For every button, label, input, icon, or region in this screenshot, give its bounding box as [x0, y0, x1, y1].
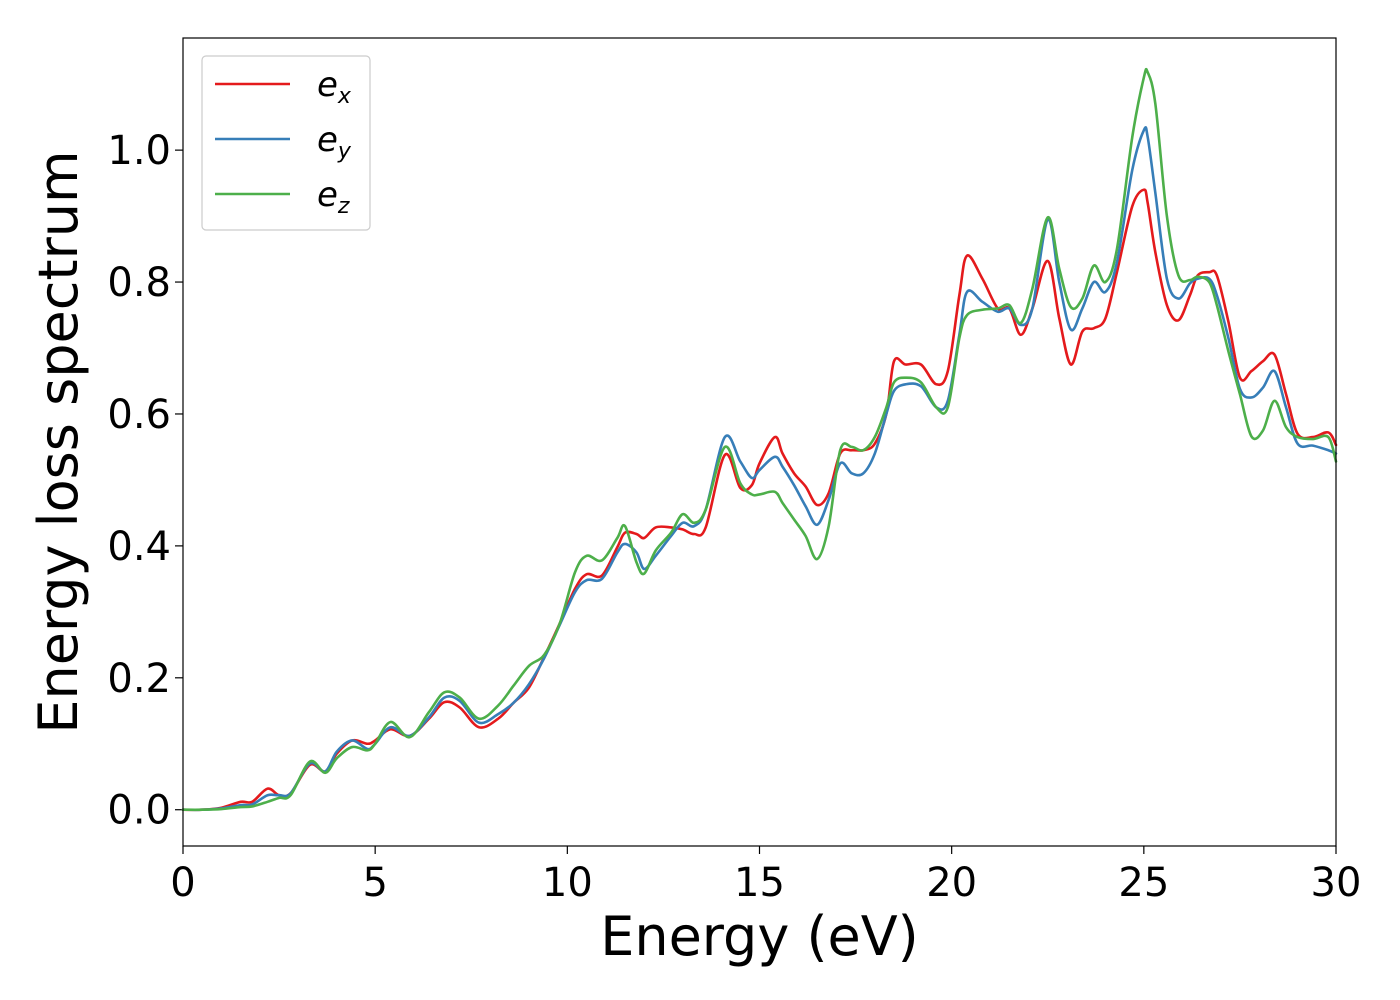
y-tick-label: 1.0	[107, 128, 171, 174]
legend: ex ey ez	[201, 55, 371, 231]
legend-box	[201, 55, 371, 231]
legend-label-e-x: ex	[317, 65, 352, 109]
legend-label-e-y: ey	[317, 120, 352, 164]
y-tick-label: 0.0	[107, 788, 171, 834]
x-tick-label: 30	[1311, 860, 1362, 906]
y-axis-label: Energy loss spectrum	[27, 150, 90, 733]
series-lines	[181, 67, 1338, 812]
x-axis-label: Energy (eV)	[600, 905, 919, 968]
x-tick-label: 10	[542, 860, 593, 906]
series-line-e-z	[181, 67, 1338, 812]
y-tick-label: 0.2	[107, 656, 171, 702]
x-axis-ticks: 0 5 10 15 20 25 30	[170, 846, 1361, 906]
x-tick-label: 15	[734, 860, 785, 906]
y-tick-label: 0.6	[107, 392, 171, 438]
x-tick-label: 25	[1118, 860, 1169, 906]
x-tick-label: 0	[170, 860, 195, 906]
y-tick-label: 0.4	[107, 524, 171, 570]
series-line-e-x	[181, 188, 1338, 812]
y-tick-label: 0.8	[107, 260, 171, 306]
legend-label-e-z: ez	[317, 175, 350, 219]
x-tick-label: 20	[926, 860, 977, 906]
x-tick-label: 5	[362, 860, 387, 906]
plot-frame	[182, 37, 1337, 847]
y-axis-ticks: 0.0 0.2 0.4 0.6 0.8 1.0	[107, 128, 183, 834]
